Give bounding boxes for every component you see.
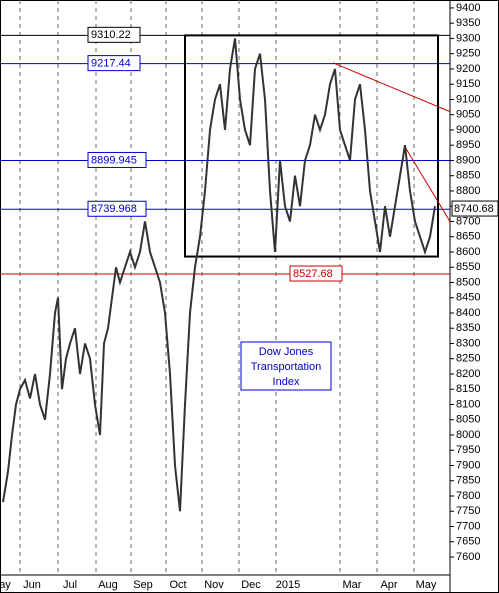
trendline — [403, 144, 451, 222]
y-tick-label: 9050 — [456, 109, 480, 121]
y-tick-label: 9000 — [456, 124, 480, 136]
y-tick-label: 8100 — [456, 398, 480, 410]
last-price-box — [451, 200, 499, 217]
annotation: Dow Jones Transportation Index — [251, 346, 322, 388]
x-tick-label: Sep — [133, 579, 153, 591]
price-line — [2, 38, 436, 512]
annotation-box — [240, 341, 332, 391]
y-tick-label: 8850 — [456, 170, 480, 182]
level-label-box — [87, 200, 147, 217]
y-tick-label: 7950 — [456, 444, 480, 456]
y-tick-label: 9250 — [456, 48, 480, 60]
y-tick-label: 8700 — [456, 215, 480, 227]
y-tick-label: 8250 — [456, 353, 480, 365]
y-tick-label: 7750 — [456, 505, 480, 517]
x-tick-label: Mar — [343, 579, 362, 591]
y-tick-label: 8150 — [456, 383, 480, 395]
y-tick-label: 7900 — [456, 459, 480, 471]
level-label: 8527.68 — [293, 268, 333, 280]
x-tick-label: Apr — [380, 579, 397, 591]
x-tick-label: Oct — [169, 579, 186, 591]
y-tick-label: 9350 — [456, 17, 480, 29]
y-tick-label: 9300 — [456, 32, 480, 44]
y-tick-label: 8450 — [456, 292, 480, 304]
y-tick-label: 8800 — [456, 185, 480, 197]
x-tick-label: Dec — [241, 579, 261, 591]
y-tick-label: 8950 — [456, 139, 480, 151]
y-tick-label: 8000 — [456, 429, 480, 441]
y-tick-label: 7650 — [456, 536, 480, 548]
y-tick-label: 8550 — [456, 261, 480, 273]
level-label-box — [289, 265, 343, 282]
level-label-box — [87, 26, 141, 43]
last-price-label: 8740.68 — [454, 203, 494, 215]
y-tick-label: 9400 — [456, 2, 480, 14]
x-tick-label: 2015 — [276, 579, 300, 591]
trendline — [332, 62, 451, 113]
level-label-box — [87, 55, 141, 72]
x-tick-label: Aug — [98, 579, 118, 591]
pattern-box — [184, 34, 439, 258]
level-label: 8899.945 — [91, 154, 137, 166]
x-tick-label: Nov — [204, 579, 224, 591]
y-tick-label: 7800 — [456, 490, 480, 502]
level-label: 9217.44 — [91, 58, 131, 70]
y-tick-label: 7600 — [456, 551, 480, 563]
y-tick-label: 9150 — [456, 78, 480, 90]
y-tick-label: 8300 — [456, 337, 480, 349]
y-tick-label: 8200 — [456, 368, 480, 380]
y-tick-label: 7850 — [456, 475, 480, 487]
y-tick-label: 8500 — [456, 276, 480, 288]
y-tick-label: 8600 — [456, 246, 480, 258]
y-tick-label: 8650 — [456, 231, 480, 243]
y-tick-label: 9200 — [456, 63, 480, 75]
y-tick-label: 9100 — [456, 93, 480, 105]
x-tick-label: ay — [0, 579, 11, 591]
y-tick-label: 7700 — [456, 520, 480, 532]
y-tick-label: 8400 — [456, 307, 480, 319]
y-tick-label: 8050 — [456, 414, 480, 426]
level-label: 8739.968 — [91, 203, 137, 215]
x-tick-label: May — [416, 579, 437, 591]
x-tick-label: Jun — [23, 579, 41, 591]
level-label-box — [87, 151, 147, 168]
x-tick-label: Jul — [63, 579, 77, 591]
y-tick-label: 8350 — [456, 322, 480, 334]
y-tick-label: 8900 — [456, 154, 480, 166]
level-label: 9310.22 — [91, 29, 131, 41]
